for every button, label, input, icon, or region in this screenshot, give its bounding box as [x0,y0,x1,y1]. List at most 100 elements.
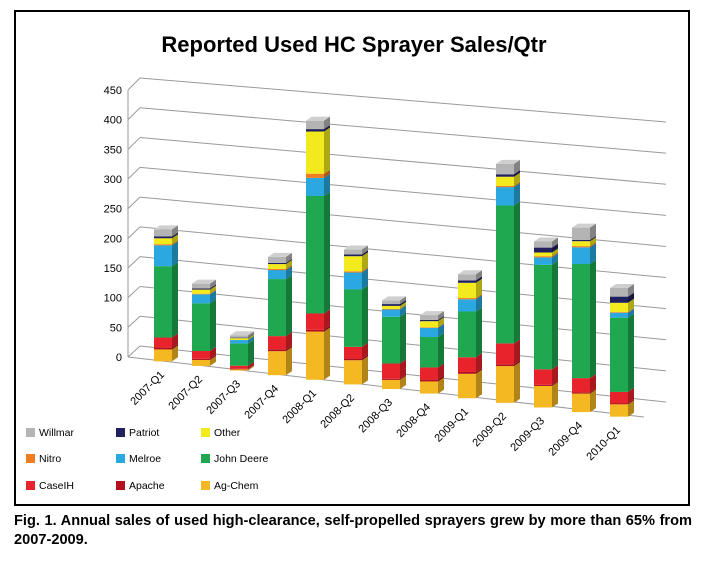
bar-segment [344,356,368,385]
bar-side [286,252,292,263]
bar-john-deere [344,289,362,347]
bar-stack-2009-Q3 [534,237,558,408]
bar-willmar [420,315,438,320]
bar-other [534,252,552,257]
figure-caption: Fig. 1. Annual sales of used high-cleara… [14,513,692,548]
bar-side [324,127,330,174]
legend-label: Apache [129,480,165,492]
bar-melroe [610,312,628,318]
bar-segment [268,332,292,350]
bar-side [248,365,254,371]
bar-segment [306,169,330,178]
bar-apache [458,371,476,374]
y-tick-label: 0 [116,352,122,364]
bar-nitro [458,298,476,300]
bar-segment [306,309,330,330]
bar-segment [420,323,444,338]
bar-segment [420,363,444,380]
bar-side [514,362,520,403]
bar-side [552,248,558,257]
bar-side [172,225,178,237]
bar-segment [496,362,520,403]
bar-side [286,347,292,376]
bar-segment [496,183,520,206]
bar-side [210,289,216,295]
bar-melroe [230,340,248,344]
bar-willmar [230,335,248,338]
bar-segment [230,336,254,344]
bar-ag-chem [458,373,476,399]
legend-swatch [201,481,210,490]
bar-melroe [496,187,514,206]
legend-swatch [116,428,125,437]
bar-segment [610,400,634,417]
bar-ag-chem [420,381,438,394]
bar-ag-chem [344,360,362,385]
gridline-side [127,107,141,121]
legend-item: Ag-Chem [201,480,259,492]
bar-side [324,169,330,178]
bar-side [362,285,368,347]
legend-swatch [26,481,35,490]
bar-segment [154,333,178,348]
bar-segment [610,308,634,313]
bar-segment [192,289,216,295]
bar-nitro [572,246,590,248]
bar-segment [610,308,634,318]
bar-caseih [268,336,286,350]
bar-stack-2009-Q4 [572,223,596,413]
bar-side [286,266,292,280]
bar-side [210,285,216,294]
bar-other [268,264,286,269]
bar-segment [344,342,368,359]
gridline [139,107,667,154]
bar-side [552,237,558,248]
bar-segment [572,389,596,413]
bar-segment [230,364,254,370]
legend-swatch [26,454,35,463]
bar-caseih [572,378,590,393]
bar-segment [230,365,254,371]
bar-side [476,367,482,374]
legend-label: John Deere [214,453,268,465]
bar-ag-chem [610,404,628,417]
bar-side [248,364,254,370]
bar-segment [610,387,634,404]
bar-segment [610,292,634,303]
bar-caseih [458,357,476,372]
bar-caseih [230,365,248,369]
bar-stack-2009-Q1 [458,270,482,399]
bar-ag-chem [496,366,514,403]
bar-side [438,375,444,382]
bar-side [590,388,596,394]
bar-side [362,267,368,273]
bar-patriot [306,129,324,132]
bar-side [476,276,482,283]
bar-segment [382,312,406,364]
bar-segment [344,250,368,257]
bar-side [552,253,558,265]
bar-segment [192,355,216,366]
bar-melroe [306,177,324,196]
bar-side [172,234,178,245]
bar-other [610,302,628,313]
bar-john-deere [572,264,590,379]
bar-side [324,327,330,380]
bar-side [438,323,444,338]
bar-side [248,333,254,339]
bar-apache [268,349,286,352]
bar-segment [382,304,406,310]
bar-segment [230,334,254,341]
bar-segment [420,311,444,320]
bar-nitro [268,268,286,271]
bar-nitro [154,244,172,246]
bar-willmar [572,227,590,240]
bar-side [514,172,520,186]
bar-caseih [154,337,172,348]
legend-item: Patriot [116,427,159,439]
bar-other [154,238,172,245]
x-tick-label: 2009-Q2 [470,410,509,449]
bar-segment [382,374,406,380]
bar-segment [572,237,596,247]
bar-caseih [534,369,552,385]
